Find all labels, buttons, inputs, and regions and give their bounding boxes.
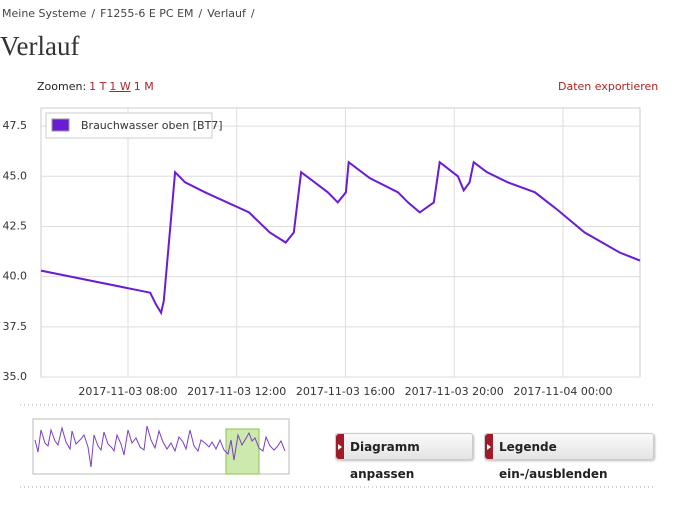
- legend-swatch: [51, 118, 70, 132]
- legend-label: Brauchwasser oben [BT7]: [81, 119, 223, 132]
- breadcrumb-item[interactable]: F1255-6 E PC EM: [100, 7, 194, 20]
- navigator[interactable]: [32, 418, 290, 475]
- navigator-window[interactable]: [225, 428, 260, 475]
- legend-box: [45, 112, 213, 139]
- y-tick-label: 42.5: [3, 219, 28, 232]
- y-tick-label: 37.5: [3, 320, 28, 333]
- zoom-option[interactable]: 1 T: [89, 80, 107, 93]
- button[interactable]: Diagramm anpassen: [335, 433, 473, 481]
- breadcrumb-separator: /: [91, 7, 96, 20]
- breadcrumb-item[interactable]: Meine Systeme: [2, 7, 87, 20]
- button[interactable]: Legende ein-/ausblenden: [484, 433, 654, 481]
- x-tick-label: 2017-11-03 12:00: [187, 385, 286, 398]
- zoom-option[interactable]: 1 W: [109, 80, 131, 93]
- y-tick-label: 40.0: [3, 270, 28, 283]
- y-tick-label: 45.0: [3, 169, 28, 182]
- x-tick-label: 2017-11-03 20:00: [405, 385, 504, 398]
- breadcrumb-item[interactable]: Verlauf: [207, 7, 246, 20]
- x-tick-label: 2017-11-03 08:00: [78, 385, 177, 398]
- legend: Brauchwasser oben [BT7]: [45, 112, 223, 139]
- series-line: [40, 160, 641, 316]
- zoom-option[interactable]: 1 M: [133, 80, 154, 93]
- zoom-label: Zoomen:: [37, 80, 87, 93]
- x-tick-label: 2017-11-03 16:00: [296, 385, 395, 398]
- export-link[interactable]: Daten exportieren: [558, 80, 659, 93]
- page-heading: Verlauf: [0, 31, 80, 61]
- y-tick-label: 47.5: [3, 119, 28, 132]
- x-tick-label: 2017-11-04 00:00: [513, 385, 612, 398]
- breadcrumb-separator: /: [198, 7, 203, 20]
- plot-area: [40, 107, 641, 378]
- breadcrumb-separator: /: [250, 7, 255, 20]
- navigator-line: [34, 425, 286, 468]
- breadcrumb: Meine Systeme / F1255-6 E PC EM / Verlauf /: [2, 7, 260, 20]
- y-tick-label: 35.0: [3, 370, 28, 383]
